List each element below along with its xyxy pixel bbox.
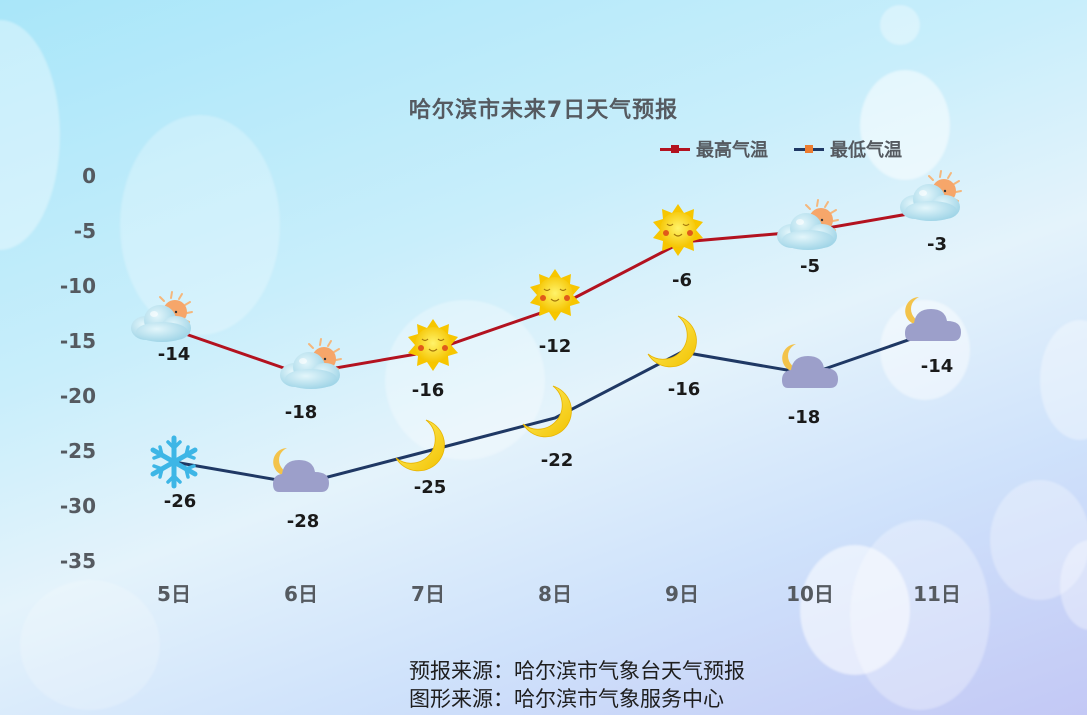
y-tick: -25 [59, 439, 96, 463]
cloudy-sun-icon [899, 170, 962, 222]
y-tick: -5 [73, 219, 96, 243]
sun-icon [652, 203, 704, 257]
background-bokeh [20, 580, 160, 710]
y-tick: -35 [59, 549, 96, 573]
low-value-label: -26 [163, 491, 197, 512]
low-value-label: -18 [787, 407, 821, 428]
sun-icon [407, 318, 459, 372]
legend-swatch-high-icon [660, 144, 690, 153]
background-bokeh [850, 520, 990, 710]
legend-item-high: 最高气温 [660, 136, 768, 162]
x-tick: 8日 [538, 582, 572, 606]
high-value-label: -14 [157, 344, 191, 365]
cloudy-sun-icon [776, 199, 839, 251]
cloudy-moon-icon [273, 448, 329, 492]
chart-legend: 最高气温 最低气温 [660, 136, 902, 162]
cloudy-moon-icon [905, 297, 961, 341]
background-bokeh [120, 115, 280, 335]
graphic-source-text: 图形来源：哈尔滨市气象服务中心 [409, 687, 724, 711]
background-bokeh [800, 545, 910, 675]
legend-item-low: 最低气温 [794, 136, 902, 162]
x-tick: 7日 [411, 582, 445, 606]
moon-icon [647, 315, 697, 368]
y-tick: 0 [82, 164, 96, 188]
high-value-label: -6 [672, 270, 692, 291]
x-tick: 6日 [284, 582, 318, 606]
cloudy-sun-icon [279, 338, 342, 390]
y-tick: -15 [59, 329, 96, 353]
forecast-source-text: 预报来源：哈尔滨市气象台天气预报 [409, 659, 745, 683]
moon-icon [395, 419, 445, 472]
y-tick: -20 [59, 384, 96, 408]
low-value-label: -28 [286, 511, 320, 532]
snowflake-icon [153, 438, 195, 486]
high-value-label: -12 [538, 336, 572, 357]
x-tick: 11日 [913, 582, 961, 606]
moon-icon [522, 385, 572, 438]
high-value-label: -3 [927, 234, 947, 255]
cloudy-sun-icon [130, 291, 193, 343]
low-value-label: -16 [667, 379, 701, 400]
background-bokeh [385, 300, 545, 460]
high-value-label: -16 [411, 380, 445, 401]
background-bokeh [860, 70, 950, 180]
x-tick: 9日 [665, 582, 699, 606]
legend-label-high: 最高气温 [696, 140, 768, 161]
legend-label-low: 最低气温 [830, 140, 902, 161]
low-value-label: -25 [413, 477, 447, 498]
y-tick: -30 [59, 494, 96, 518]
high-value-label: -5 [800, 256, 820, 277]
high-value-label: -18 [284, 402, 318, 423]
low-value-label: -14 [920, 356, 954, 377]
background-bokeh [990, 480, 1087, 600]
low-value-label: -22 [540, 450, 574, 471]
x-tick: 5日 [157, 582, 191, 606]
legend-swatch-low-icon [794, 144, 824, 153]
x-tick: 10日 [786, 582, 834, 606]
y-tick: -10 [59, 274, 96, 298]
background-bokeh [880, 5, 920, 45]
chart-title: 哈尔滨市未来7日天气预报 [408, 98, 679, 123]
